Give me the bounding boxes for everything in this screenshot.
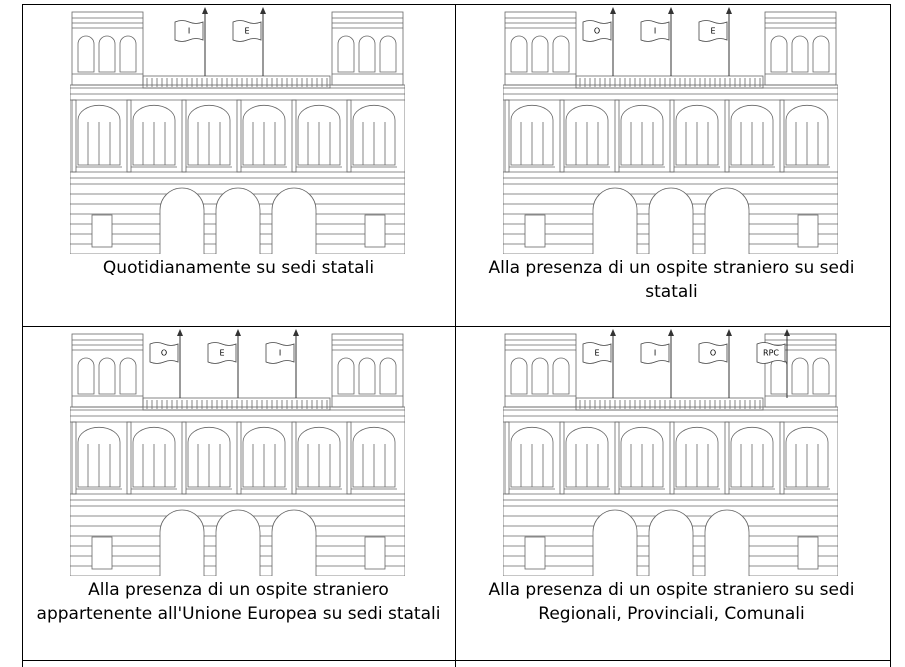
flag-tip bbox=[610, 7, 616, 14]
table-border bbox=[890, 4, 891, 667]
flag bbox=[174, 20, 204, 42]
flag-tip bbox=[668, 7, 674, 14]
flag-tip bbox=[726, 7, 732, 14]
table-border bbox=[455, 4, 456, 667]
flag bbox=[582, 342, 612, 364]
flag-label: I bbox=[654, 349, 656, 358]
flag-label: O bbox=[594, 27, 600, 36]
flag-label: O bbox=[710, 349, 716, 358]
caption: Alla presenza di un ospite straniero app… bbox=[36, 580, 441, 624]
flag-label: I bbox=[279, 349, 281, 358]
flag-tip bbox=[726, 329, 732, 336]
flag bbox=[640, 20, 670, 42]
flag-tip bbox=[668, 329, 674, 336]
flag-label: I bbox=[654, 27, 656, 36]
table-border bbox=[22, 326, 891, 327]
flag-tip bbox=[177, 329, 183, 336]
flag bbox=[149, 342, 179, 364]
flag bbox=[265, 342, 295, 364]
flag bbox=[756, 342, 786, 364]
building-drawing: E I O RPC bbox=[455, 329, 888, 576]
table-cell: O I E Alla presenza di un ospite straniero … bbox=[455, 4, 888, 338]
flag bbox=[698, 20, 728, 42]
flag-tip bbox=[260, 7, 266, 14]
flag-tip bbox=[202, 7, 208, 14]
table-border bbox=[22, 4, 891, 5]
flag bbox=[207, 342, 237, 364]
flag-label: E bbox=[594, 349, 599, 358]
flag-label: O bbox=[161, 349, 167, 358]
flag-label: E bbox=[710, 27, 715, 36]
flag-tip bbox=[784, 329, 790, 336]
flag-tip bbox=[293, 329, 299, 336]
flag bbox=[640, 342, 670, 364]
flag-tip bbox=[235, 329, 241, 336]
flag-tip bbox=[610, 329, 616, 336]
flag bbox=[698, 342, 728, 364]
flag bbox=[232, 20, 262, 42]
flag bbox=[582, 20, 612, 42]
flag-label: RPC bbox=[763, 349, 779, 358]
table-cell: I E Quotidianamente su sedi statali bbox=[22, 4, 455, 338]
caption: Quotidianamente su sedi statali bbox=[102, 258, 375, 278]
table-border bbox=[22, 660, 891, 661]
caption: Alla presenza di un ospite straniero su … bbox=[488, 258, 855, 302]
flag-label: I bbox=[188, 27, 190, 36]
flag-label: E bbox=[219, 349, 224, 358]
table-cell: E I O RPC Alla presenza di un ospite stranie… bbox=[455, 326, 888, 660]
caption: Alla presenza di un ospite straniero su … bbox=[488, 580, 855, 624]
table-cell: O E I Alla presenza di un ospite straniero … bbox=[22, 326, 455, 660]
building bbox=[70, 12, 405, 254]
table-border bbox=[22, 4, 23, 667]
flag-label: E bbox=[244, 27, 249, 36]
